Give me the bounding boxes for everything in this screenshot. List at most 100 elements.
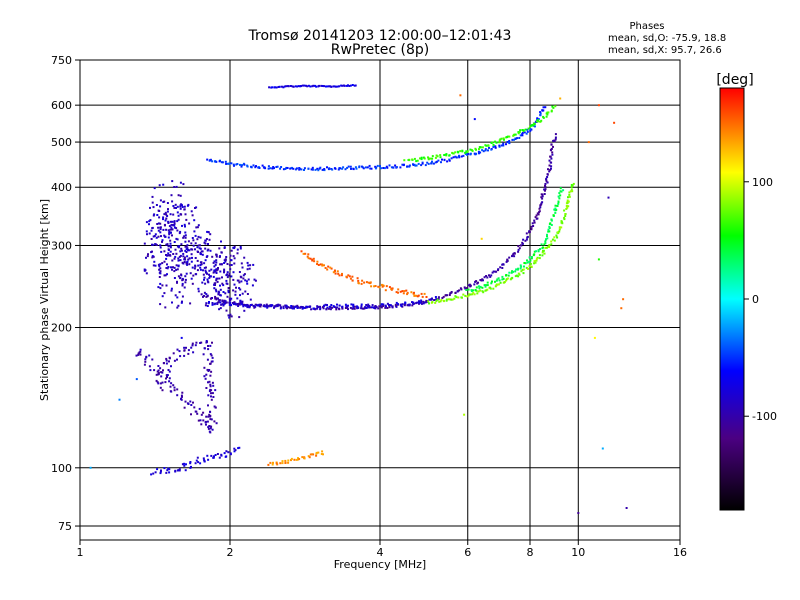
data-point — [228, 303, 231, 306]
data-point — [169, 220, 172, 223]
data-point — [209, 249, 212, 252]
data-point — [239, 288, 242, 291]
data-point — [158, 216, 161, 219]
data-point — [168, 377, 171, 380]
data-point — [209, 385, 212, 388]
data-point — [349, 306, 352, 309]
data-point — [557, 200, 560, 203]
data-point — [182, 255, 185, 258]
data-point — [385, 305, 387, 308]
data-point — [351, 279, 354, 282]
data-point — [385, 285, 388, 288]
data-point — [541, 195, 544, 198]
x-tick-label: 2 — [227, 546, 234, 559]
data-point — [506, 135, 509, 138]
data-point — [169, 385, 172, 388]
data-point — [196, 226, 199, 229]
data-point — [423, 157, 426, 160]
data-point — [148, 365, 151, 368]
data-point — [194, 257, 197, 259]
data-point — [169, 231, 172, 234]
data-point — [554, 105, 557, 108]
data-point — [199, 462, 202, 465]
data-point — [472, 289, 475, 292]
data-point — [183, 349, 186, 352]
data-point — [206, 420, 209, 423]
data-point — [375, 306, 378, 308]
data-point — [437, 159, 440, 162]
data-point — [532, 225, 535, 227]
data-point — [207, 302, 210, 305]
data-point — [402, 292, 405, 295]
data-point — [312, 453, 315, 456]
data-point — [159, 367, 162, 370]
data-point — [420, 156, 423, 159]
data-point — [207, 415, 210, 418]
data-point — [178, 255, 181, 258]
data-point — [225, 309, 228, 312]
data-point — [183, 354, 186, 357]
data-point — [365, 304, 368, 306]
data-point — [315, 454, 318, 457]
data-point — [541, 193, 544, 196]
data-point — [207, 231, 210, 233]
data-point — [461, 150, 464, 153]
data-point — [164, 235, 167, 238]
data-point — [176, 229, 179, 232]
data-point — [481, 146, 484, 149]
data-point — [170, 266, 172, 269]
data-point — [613, 121, 616, 124]
data-point — [185, 463, 187, 466]
data-point — [474, 289, 477, 291]
data-point — [212, 396, 215, 398]
data-point — [181, 206, 184, 208]
data-point — [403, 159, 406, 162]
data-point — [289, 167, 292, 170]
data-point — [389, 304, 392, 307]
data-point — [411, 158, 414, 161]
data-point — [189, 462, 192, 465]
data-point — [198, 247, 201, 250]
data-point — [241, 300, 244, 303]
data-point — [165, 284, 168, 287]
data-point — [226, 276, 229, 279]
data-point — [162, 183, 165, 186]
data-point — [146, 233, 148, 236]
data-point — [338, 308, 341, 311]
data-point — [185, 262, 188, 265]
data-point — [415, 160, 418, 163]
data-point — [312, 84, 315, 87]
data-point — [298, 458, 301, 460]
data-point — [239, 245, 242, 248]
data-point — [316, 260, 319, 263]
data-point — [185, 248, 188, 251]
data-point — [552, 139, 555, 142]
data-point — [534, 216, 537, 219]
y-tick-label: 400 — [51, 181, 72, 194]
data-point — [254, 279, 257, 282]
data-point — [486, 281, 489, 284]
data-point — [221, 300, 224, 303]
data-point — [229, 268, 232, 271]
data-point — [215, 272, 218, 274]
data-point — [215, 160, 218, 163]
data-point — [411, 301, 413, 304]
data-point — [157, 226, 160, 229]
data-point — [547, 111, 550, 114]
data-point — [173, 386, 176, 389]
data-point — [467, 288, 470, 291]
data-point — [243, 273, 246, 276]
data-point — [405, 289, 408, 292]
data-point — [460, 155, 463, 158]
data-point — [525, 266, 528, 269]
data-point — [531, 222, 534, 225]
data-point — [519, 264, 522, 267]
data-point — [192, 239, 195, 242]
data-point — [168, 233, 171, 236]
data-point — [287, 459, 290, 462]
data-point — [185, 218, 188, 221]
data-point — [429, 157, 432, 160]
data-point — [311, 259, 314, 262]
data-point — [167, 369, 170, 371]
data-point — [152, 235, 155, 238]
